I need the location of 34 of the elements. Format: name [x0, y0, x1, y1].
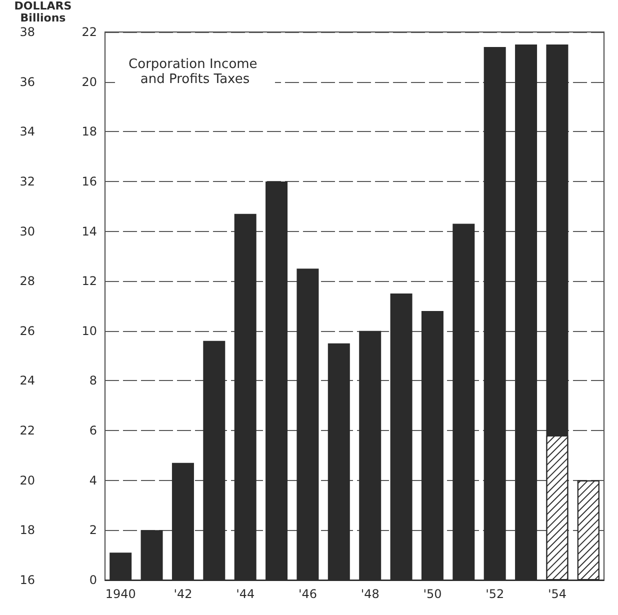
- y-tick-label: 2: [89, 523, 97, 538]
- y-tick-label: 16: [82, 174, 97, 188]
- y-tick-label: 22: [82, 25, 97, 39]
- y2-tick-label: 20: [20, 473, 35, 488]
- y-tick-label: 10: [82, 324, 97, 338]
- y2-tick-label: 26: [20, 324, 35, 338]
- x-tick-label: '54: [548, 587, 567, 601]
- y-tick-label: 8: [89, 374, 97, 388]
- y2-tick-label: 16: [20, 573, 35, 587]
- text: Corporation Income and Profits Taxes: [128, 57, 262, 87]
- x-tick-label: '48: [360, 587, 380, 601]
- y2-tick-label: 36: [20, 74, 35, 89]
- x-tick-label: '44: [236, 587, 255, 601]
- y-tick-label: 0: [89, 573, 97, 587]
- y2-tick-label: 30: [20, 224, 35, 238]
- x-tick-label: '42: [174, 587, 192, 601]
- y2-tick-label: 28: [20, 274, 35, 288]
- x-tick-label: 1940: [105, 587, 136, 601]
- x-tick-label: '46: [298, 587, 318, 601]
- y2-tick-label: 38: [20, 25, 35, 39]
- y-tick-label: 14: [82, 224, 97, 238]
- y-tick-label: 20: [82, 74, 97, 89]
- y2-tick-label: 22: [20, 424, 35, 438]
- y-tick-label: 4: [89, 473, 97, 488]
- y-tick-label: 6: [89, 424, 97, 438]
- y2-axis-title: DOLLARS Billions: [14, 0, 72, 24]
- y-tick-label: 12: [82, 274, 97, 288]
- x-tick-label: '52: [486, 587, 504, 601]
- y2-tick-label: 24: [20, 374, 35, 388]
- x-tick-label: '50: [423, 587, 442, 601]
- y2-tick-label: 34: [20, 124, 35, 139]
- y-tick-label: 18: [82, 124, 97, 139]
- y2-tick-label: 18: [20, 523, 35, 538]
- y2-tick-label: 32: [20, 174, 35, 188]
